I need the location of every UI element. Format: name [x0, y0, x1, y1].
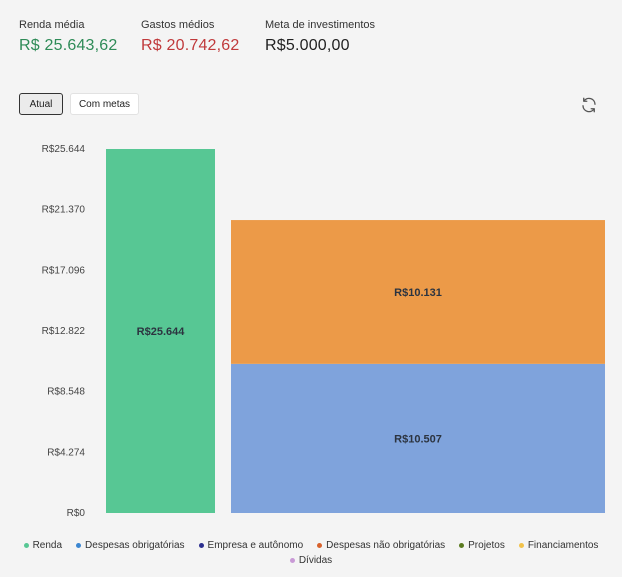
legend-item[interactable]: Projetos — [459, 540, 505, 551]
stat-renda-value: R$ 25.643,62 — [19, 37, 118, 54]
legend-item[interactable]: Despesas não obrigatórias — [317, 540, 445, 551]
y-tick-label: R$25.644 — [42, 144, 86, 155]
stat-meta: Meta de investimentos R$5.000,00 — [265, 19, 375, 55]
y-tick-label: R$12.822 — [42, 326, 86, 337]
y-tick-label: R$4.274 — [47, 447, 85, 458]
toggle-atual-button[interactable]: Atual — [19, 93, 63, 115]
toggle-com-metas-button[interactable]: Com metas — [70, 93, 139, 115]
stacked-bar-chart: R$0 R$4.274 R$8.548 R$12.822 R$17.096 R$21.37… — [42, 144, 605, 519]
stat-gastos-value: R$ 20.742,62 — [141, 37, 240, 54]
legend-item[interactable]: Dívidas — [289, 555, 333, 566]
legend-label: Empresa e autônomo — [207, 540, 304, 551]
stat-gastos-label: Gastos médios — [141, 19, 215, 31]
legend-dot — [76, 543, 82, 548]
legend-label: Dívidas — [298, 555, 333, 566]
legend-item[interactable]: Renda — [23, 540, 63, 551]
bar-value-label: R$25.644 — [137, 326, 186, 338]
legend-item[interactable]: Despesas obrigatórias — [76, 540, 185, 551]
legend-item[interactable]: Empresa e autônomo — [198, 540, 304, 551]
bar-segment[interactable] — [106, 149, 215, 513]
legend-label: Despesas não obrigatórias — [326, 540, 446, 551]
stat-gastos: Gastos médios R$ 20.742,62 — [141, 19, 239, 55]
legend-dot — [518, 543, 524, 548]
stat-renda-label: Renda média — [19, 19, 85, 31]
bar-segment[interactable] — [231, 363, 605, 513]
legend-dot — [198, 543, 204, 548]
legend-label: Financiamentos — [527, 540, 599, 551]
bar-segment[interactable] — [231, 220, 605, 364]
stat-renda: Renda média R$ 25.643,62 — [19, 19, 117, 55]
refresh-icon[interactable] — [580, 96, 598, 114]
chart-legend: Renda Despesas obrigatórias Empresa e autô… — [0, 540, 622, 566]
stat-meta-label: Meta de investimentos — [265, 19, 376, 31]
bar-value-label: R$10.131 — [394, 287, 442, 299]
y-tick-label: R$8.548 — [47, 387, 85, 398]
y-tick-label: R$17.096 — [42, 265, 86, 276]
legend-dot — [23, 543, 29, 548]
bar-value-label: R$10.507 — [394, 433, 442, 445]
y-tick-label: R$21.370 — [42, 205, 86, 216]
stat-meta-value: R$5.000,00 — [265, 37, 350, 54]
y-tick-label: R$0 — [67, 508, 86, 519]
legend-label: Projetos — [468, 540, 505, 551]
legend-dot — [289, 558, 295, 563]
legend-dot — [317, 543, 323, 548]
legend-item[interactable]: Financiamentos — [518, 540, 599, 551]
legend-label: Despesas obrigatórias — [85, 540, 185, 551]
legend-dot — [459, 543, 465, 548]
legend-label: Renda — [32, 540, 63, 551]
